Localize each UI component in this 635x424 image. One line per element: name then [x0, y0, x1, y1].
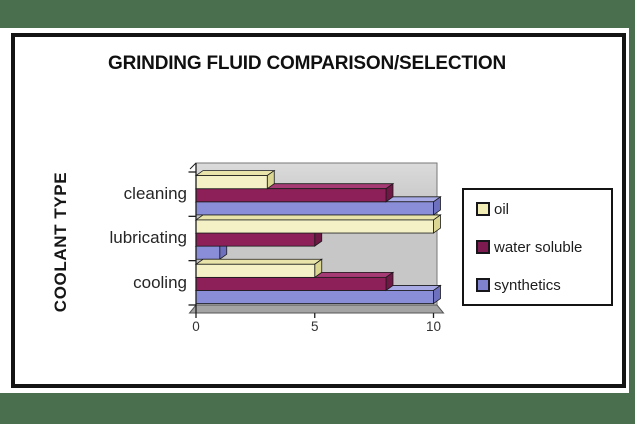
legend: oil water soluble synthetics [462, 188, 613, 306]
legend-color-swatch [476, 202, 490, 216]
x-axis-tick-label: 10 [426, 319, 441, 334]
bar-front-face [195, 263, 316, 278]
category-label-cooling: cooling [133, 272, 187, 292]
bar-oil-cleaning [194, 169, 276, 190]
x-axis-tick-label: 0 [192, 319, 200, 334]
bar-front-face [195, 276, 387, 291]
category-label-cleaning: cleaning [123, 184, 187, 203]
bar-top-face [194, 170, 276, 177]
bar-front-face [195, 188, 387, 203]
bar-front-face [195, 219, 434, 234]
bar-front-face [195, 290, 434, 304]
bar-front-face [195, 232, 316, 247]
bar-front-face [195, 201, 434, 216]
legend-color-swatch [476, 240, 490, 254]
bar-oil-lubricating [194, 214, 442, 234]
bar-top-face [194, 214, 442, 221]
legend-color-swatch [476, 278, 490, 292]
chart-title: GRINDING FLUID COMPARISON/SELECTION [108, 53, 506, 74]
category-label-lubricating: lubricating [109, 228, 188, 248]
legend-item-water-soluble: water soluble [476, 239, 611, 256]
plot-floor [188, 304, 445, 314]
legend-label: synthetics [494, 276, 561, 294]
bar-top-face [194, 258, 323, 265]
bar-chart: 0 5 10 [188, 162, 445, 334]
bar-oil-cooling [194, 258, 323, 279]
legend-label: oil [494, 200, 510, 218]
legend-label: water soluble [494, 238, 583, 256]
bar-front-face [195, 245, 221, 260]
bar-front-face [195, 175, 268, 190]
x-axis-tick-label: 5 [311, 319, 319, 334]
legend-item-oil: oil [476, 201, 611, 218]
legend-item-synthetics: synthetics [476, 277, 611, 294]
wall-edge-line [189, 162, 197, 170]
